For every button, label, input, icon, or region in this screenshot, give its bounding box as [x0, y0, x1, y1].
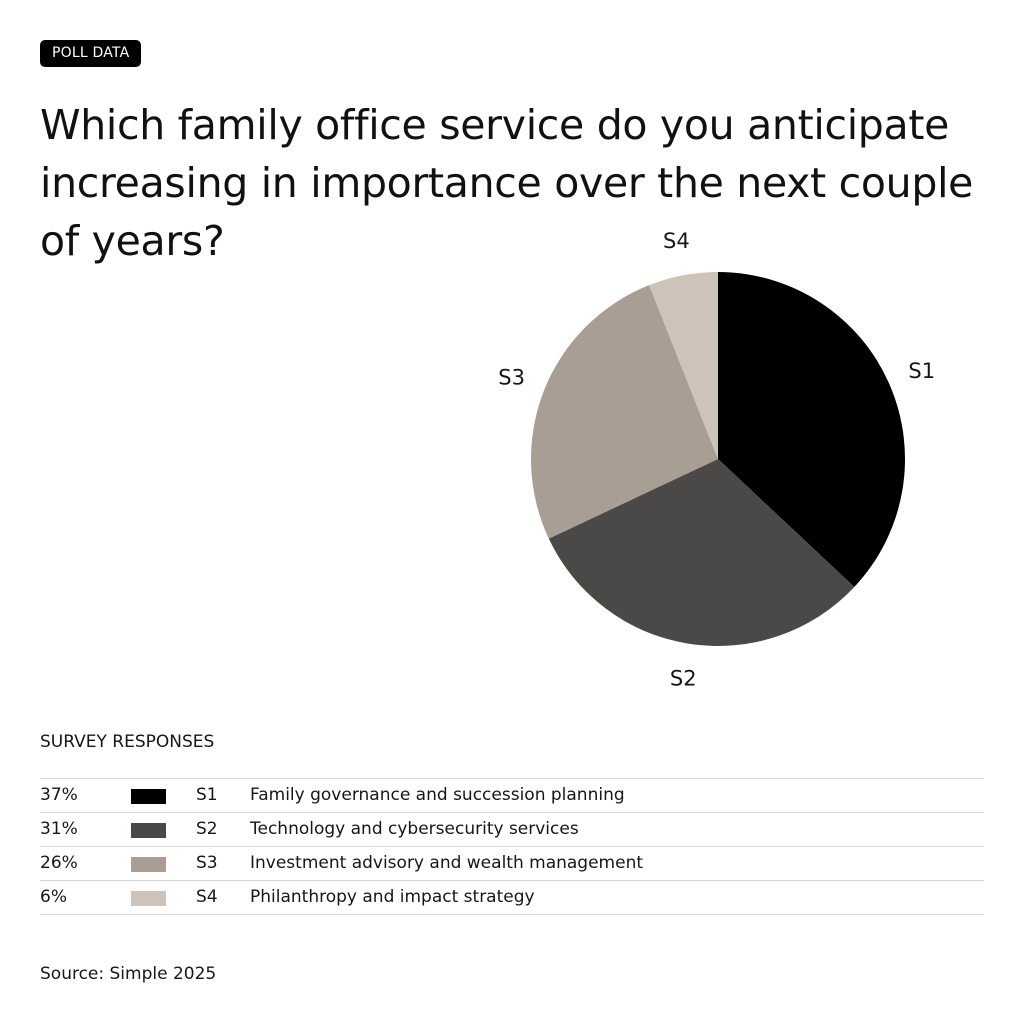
- legend-code: S4: [196, 887, 218, 907]
- slice-label: S2: [670, 666, 697, 690]
- pie-slice-s3: [531, 285, 718, 539]
- legend-desc: Technology and cybersecurity services: [250, 819, 579, 839]
- legend-title: SURVEY RESPONSES: [40, 732, 215, 752]
- pie-slice-s1: [718, 272, 906, 588]
- legend-pct: 37%: [40, 785, 78, 805]
- legend-code: S1: [196, 785, 218, 805]
- legend-desc: Philanthropy and impact strategy: [250, 887, 535, 907]
- legend-row: 31% S2 Technology and cybersecurity serv…: [40, 813, 984, 847]
- legend-swatch: [131, 857, 166, 872]
- legend-pct: 26%: [40, 853, 78, 873]
- chart-title: Which family office service do you antic…: [40, 101, 974, 265]
- legend-row: 26% S3 Investment advisory and wealth ma…: [40, 847, 984, 881]
- legend-desc: Family governance and succession plannin…: [250, 785, 625, 805]
- legend-swatch: [131, 891, 166, 906]
- legend-pct: 31%: [40, 819, 78, 839]
- slice-label: S3: [498, 365, 525, 389]
- legend-row: 6% S4 Philanthropy and impact strategy: [40, 881, 984, 915]
- legend-row: 37% S1 Family governance and succession …: [40, 779, 984, 813]
- pie-slice-s2: [548, 459, 855, 647]
- pie-slice-s4: [649, 272, 718, 459]
- slice-label: S4: [663, 229, 690, 253]
- legend-code: S2: [196, 819, 218, 839]
- poll-data-badge: POLL DATA: [40, 40, 142, 67]
- pie-chart: S1 S2 S3 S4: [498, 229, 935, 690]
- legend-swatch: [131, 789, 166, 804]
- legend-swatch: [131, 823, 166, 838]
- legend-table: 37% S1 Family governance and succession …: [40, 778, 984, 915]
- source-note: Source: Simple 2025: [40, 964, 217, 984]
- legend-desc: Investment advisory and wealth managemen…: [250, 853, 644, 873]
- slice-label: S1: [908, 359, 935, 383]
- legend-code: S3: [196, 853, 218, 873]
- legend-pct: 6%: [40, 887, 67, 907]
